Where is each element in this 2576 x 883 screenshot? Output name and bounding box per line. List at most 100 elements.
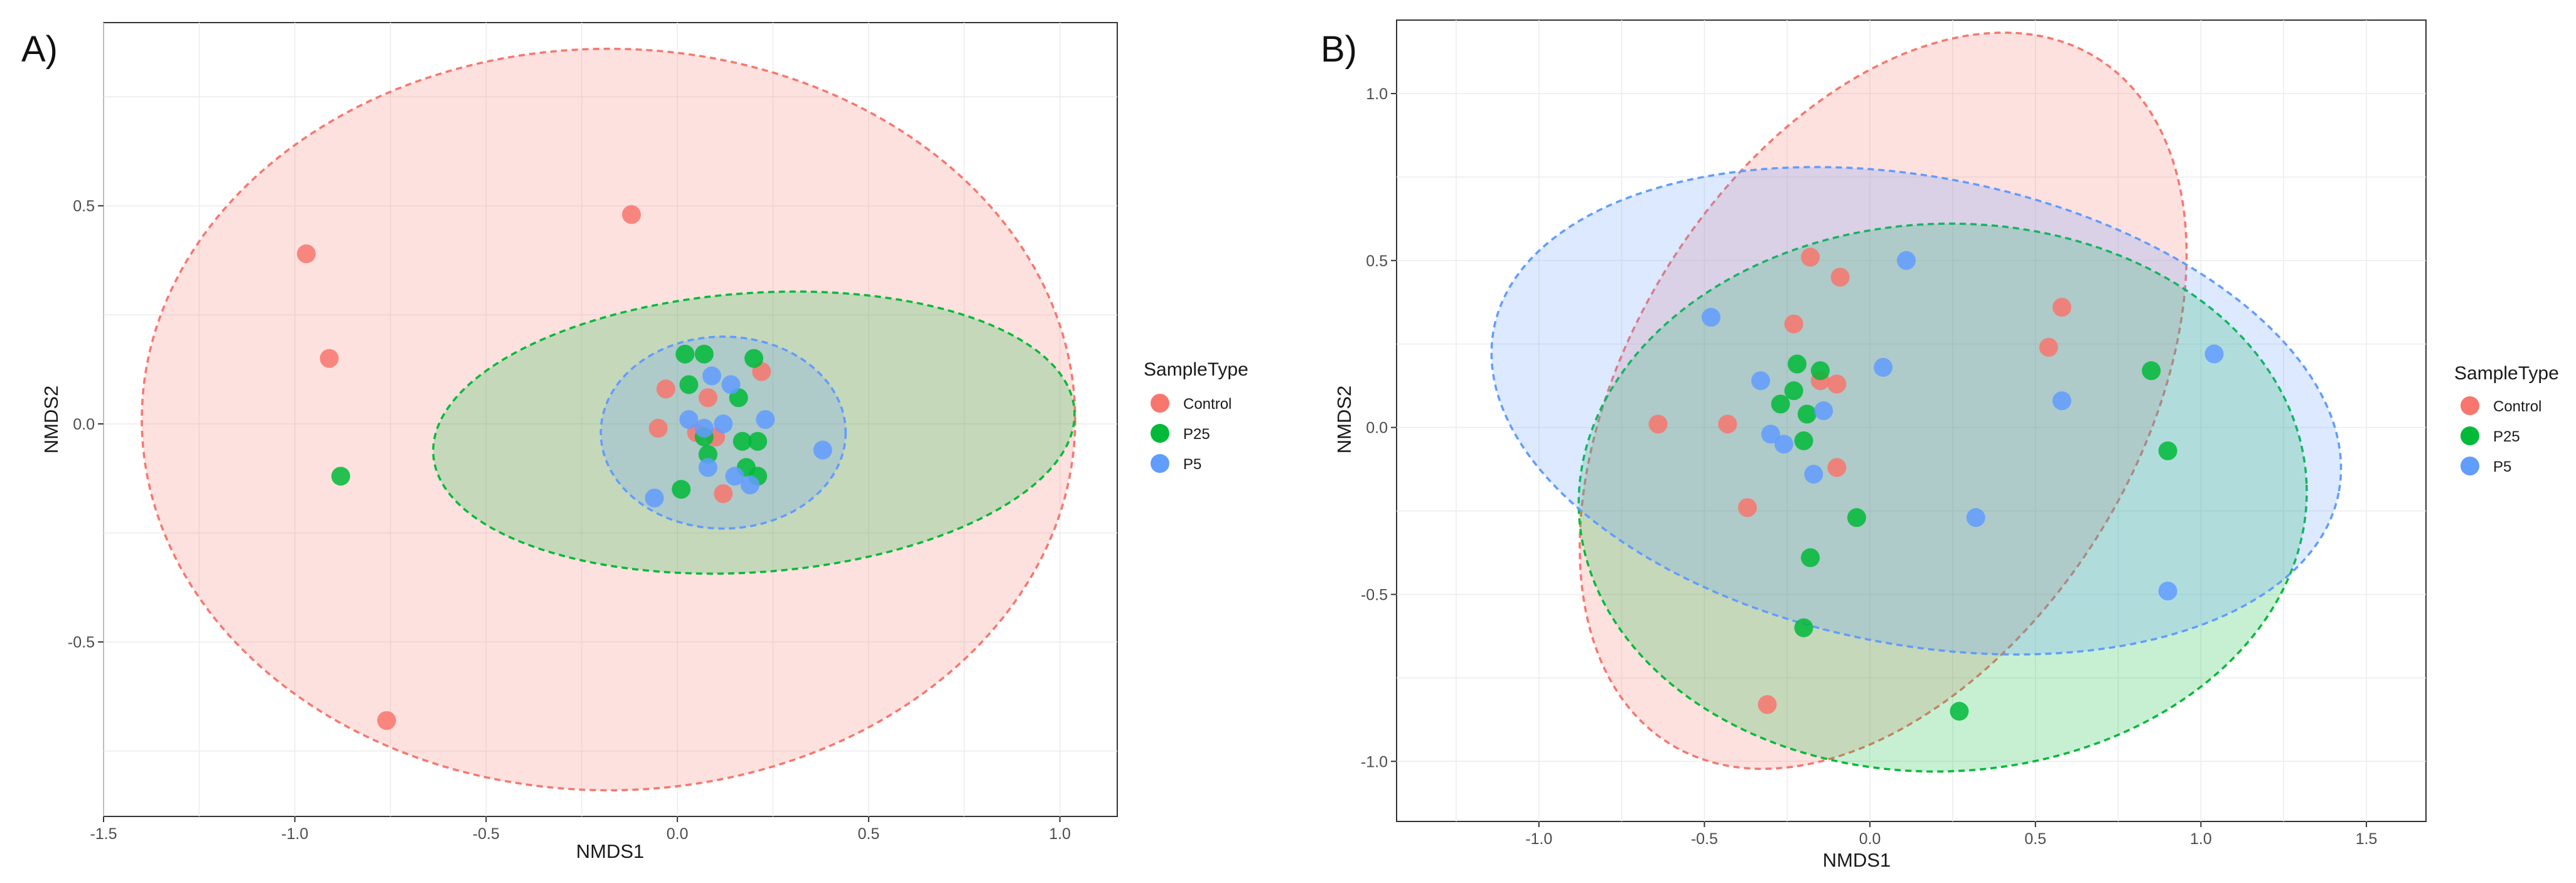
panel-a-point-p5 [725,467,744,486]
panel-a-y-ticks: -0.5 0.0 0.5 [68,198,104,651]
panel-b-ellipse-control [1579,31,2188,770]
panel-a-x-tick-label: 0.0 [667,825,689,843]
panel-b-point-control [1801,247,1820,267]
panel-b-point-p5 [2052,391,2071,411]
panel-a-point-p5 [740,475,759,495]
panel-b-x-tick-label: 0.5 [2024,830,2046,848]
panel-b-legend-label-p5: P5 [2493,458,2511,475]
panel-a-legend-key-p5 [1151,454,1169,473]
panel-b-point-control [1758,695,1777,714]
panel-b-point-p25 [1794,618,1813,637]
panel-b-y-tick-label: -0.5 [1361,586,1388,604]
panel-a-point-control [714,484,733,504]
panel-b-point-p25 [1788,354,1807,374]
panel-a: A) -1.5 -1.0 -0.5 0.0 0.5 1.0 -0.5 0.0 0.5 NMDS… [21,22,1248,862]
panel-b-legend: SampleType Control P25 P5 [2454,363,2559,475]
panel-b-point-p5 [1814,401,1833,421]
panel-b-x-tick-label: -0.5 [1691,830,1718,848]
panel-b-point-p25 [1771,394,1790,414]
panel-a-point-p5 [698,458,717,477]
panel-a-point-p25 [698,445,717,464]
panel-a-point-p5 [714,414,733,433]
panel-b: B) -1.0 -0.5 0.0 0.5 1.0 1.5 -1.0 -0.5 0.0 0.5 1.… [1321,19,2559,871]
panel-b-point-p25 [1794,431,1813,450]
panel-a-point-control [648,418,668,438]
panel-b-point-p5 [2158,582,2177,601]
panel-b-point-p5 [1804,465,1823,484]
panel-b-y-tick-label: 0.5 [1366,252,1388,270]
panel-b-point-p5 [1761,425,1780,444]
panel-a-points [297,205,832,730]
panel-a-legend-key-control [1151,394,1169,413]
panel-b-legend-label-p25: P25 [2493,428,2520,445]
panel-b-point-p5 [1966,508,1985,528]
panel-b-x-ticks: -1.0 -0.5 0.0 0.5 1.0 1.5 [1525,821,2377,848]
panel-a-legend-label-p5: P5 [1183,456,1201,473]
panel-b-point-control [2052,298,2071,317]
panel-b-point-p25 [1950,702,1969,721]
panel-a-point-control [297,244,316,264]
panel-b-point-control [1648,414,1668,434]
panel-a-ellipses [141,47,1076,792]
panel-a-point-p25 [694,344,714,364]
panel-b-point-p5 [1774,435,1793,454]
panel-b-x-tick-label: 1.0 [2190,830,2212,848]
panel-a-ellipse-control [141,47,1076,792]
panel-a-x-tick-label: -0.5 [473,825,500,843]
panel-b-point-p5 [1897,251,1916,270]
panel-a-x-tick-label: 1.0 [1049,825,1071,843]
panel-b-y-tick-label: 0.0 [1366,420,1388,437]
panel-b-point-p5 [2204,344,2224,364]
panel-b-point-control [1718,414,1737,434]
panel-a-point-p5 [721,375,741,394]
panel-a-point-control [656,379,675,399]
panel-b-y-axis-title: NMDS2 [1333,386,1355,454]
panel-b-plot-area [1396,19,2427,822]
panel-a-y-tick-label: -0.5 [68,634,95,651]
panel-b-point-p5 [1751,371,1771,391]
panel-b-legend-label-control: Control [2493,398,2541,415]
panel-b-point-p25 [1847,508,1866,528]
panel-a-point-p5 [702,366,721,386]
panel-a-label: A) [21,29,58,70]
panel-a-point-p25 [748,431,768,451]
panel-b-point-control [2039,338,2058,357]
panel-b-point-control [1830,268,1850,287]
panel-b-legend-title: SampleType [2454,363,2559,384]
panel-b-point-control [1827,458,1847,477]
panel-a-x-ticks: -1.5 -1.0 -0.5 0.0 0.5 1.0 [90,816,1071,843]
panel-a-point-p25 [675,344,695,364]
panel-b-point-p25 [1784,381,1803,401]
panel-b-ellipse-p5 [1490,166,2343,656]
panel-a-point-p25 [733,431,752,451]
panel-b-x-tick-label: -1.0 [1525,830,1552,848]
panel-a-x-axis-title: NMDS1 [576,840,645,862]
panel-a-x-tick-label: -1.0 [281,825,308,843]
panel-a-legend-key-p25 [1151,424,1169,443]
panel-a-plot-area [103,22,1118,817]
panel-b-ellipses [1490,31,2343,773]
panel-b-point-control [1827,374,1847,394]
panel-a-y-tick-label: 0.0 [73,416,95,433]
panel-b-point-p5 [1701,308,1720,327]
panel-b-legend-key-p5 [2461,457,2479,475]
panel-a-point-p5 [694,418,714,438]
panel-b-x-tick-label: 0.0 [1859,830,1881,848]
panel-a-point-p5 [679,410,699,429]
panel-a-x-tick-label: -1.5 [90,825,117,843]
panel-a-y-tick-label: 0.5 [73,198,95,215]
panel-b-y-ticks: -1.0 -0.5 0.0 0.5 1.0 [1361,85,1397,771]
panel-b-point-p25 [1801,548,1820,567]
panel-b-grid [1397,20,2426,821]
panel-a-point-p5 [645,489,664,508]
panel-a-legend-label-control: Control [1183,396,1232,413]
panel-b-point-control [1737,498,1757,517]
panel-a-point-p5 [813,440,832,460]
panel-a-point-p5 [756,410,775,429]
panel-b-point-p5 [1874,357,1893,377]
panel-a-ellipse-p25 [432,290,1076,575]
panel-b-ellipse-p25 [1577,222,2308,773]
panel-b-point-control [1784,314,1803,333]
panel-b-y-tick-label: 1.0 [1366,85,1388,103]
